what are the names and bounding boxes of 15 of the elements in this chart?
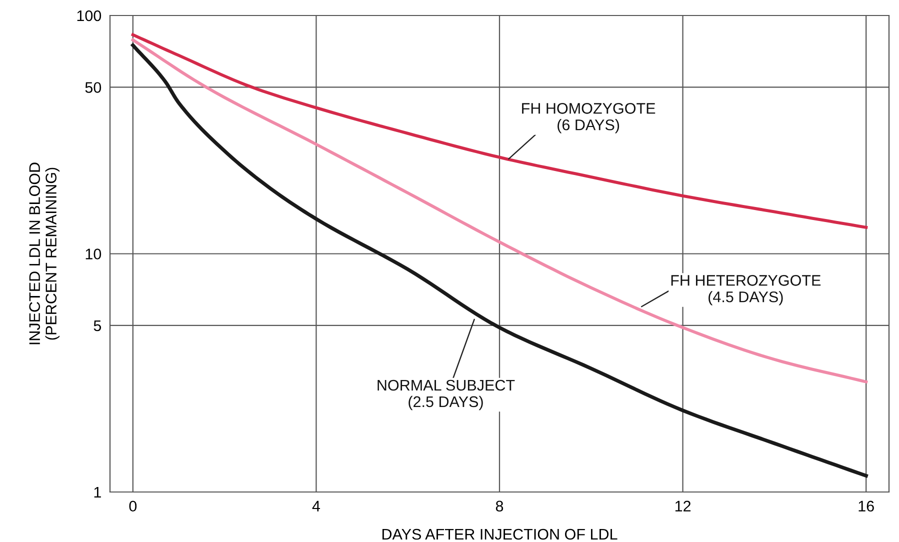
y-tick-label: 10	[86, 248, 102, 260]
y-tick-label: 5	[94, 320, 102, 332]
x-tick-label: 8	[496, 500, 504, 512]
annotation: FH HETEROZYGOTE (4.5 DAYS)	[671, 275, 821, 306]
x-tick-label: 12	[675, 500, 691, 512]
x-tick-label: 0	[129, 500, 137, 512]
x-axis-title: DAYS AFTER INJECTION OF LDL	[382, 528, 618, 540]
annotation: FH HOMOZYGOTE (6 DAYS)	[522, 103, 656, 134]
y-tick-label: 100	[77, 10, 102, 22]
y-tick-label: 50	[85, 82, 102, 93]
y-axis-title: INJECTED LDL IN BLOOD (PERCENT REMAINING)	[29, 162, 60, 344]
x-tick-label: 4	[312, 500, 320, 512]
annotation: NORMAL SUBJECT (2.5 DAYS)	[378, 380, 515, 410]
y-tick-label: 1	[94, 487, 101, 498]
x-tick-label: 16	[858, 500, 874, 512]
